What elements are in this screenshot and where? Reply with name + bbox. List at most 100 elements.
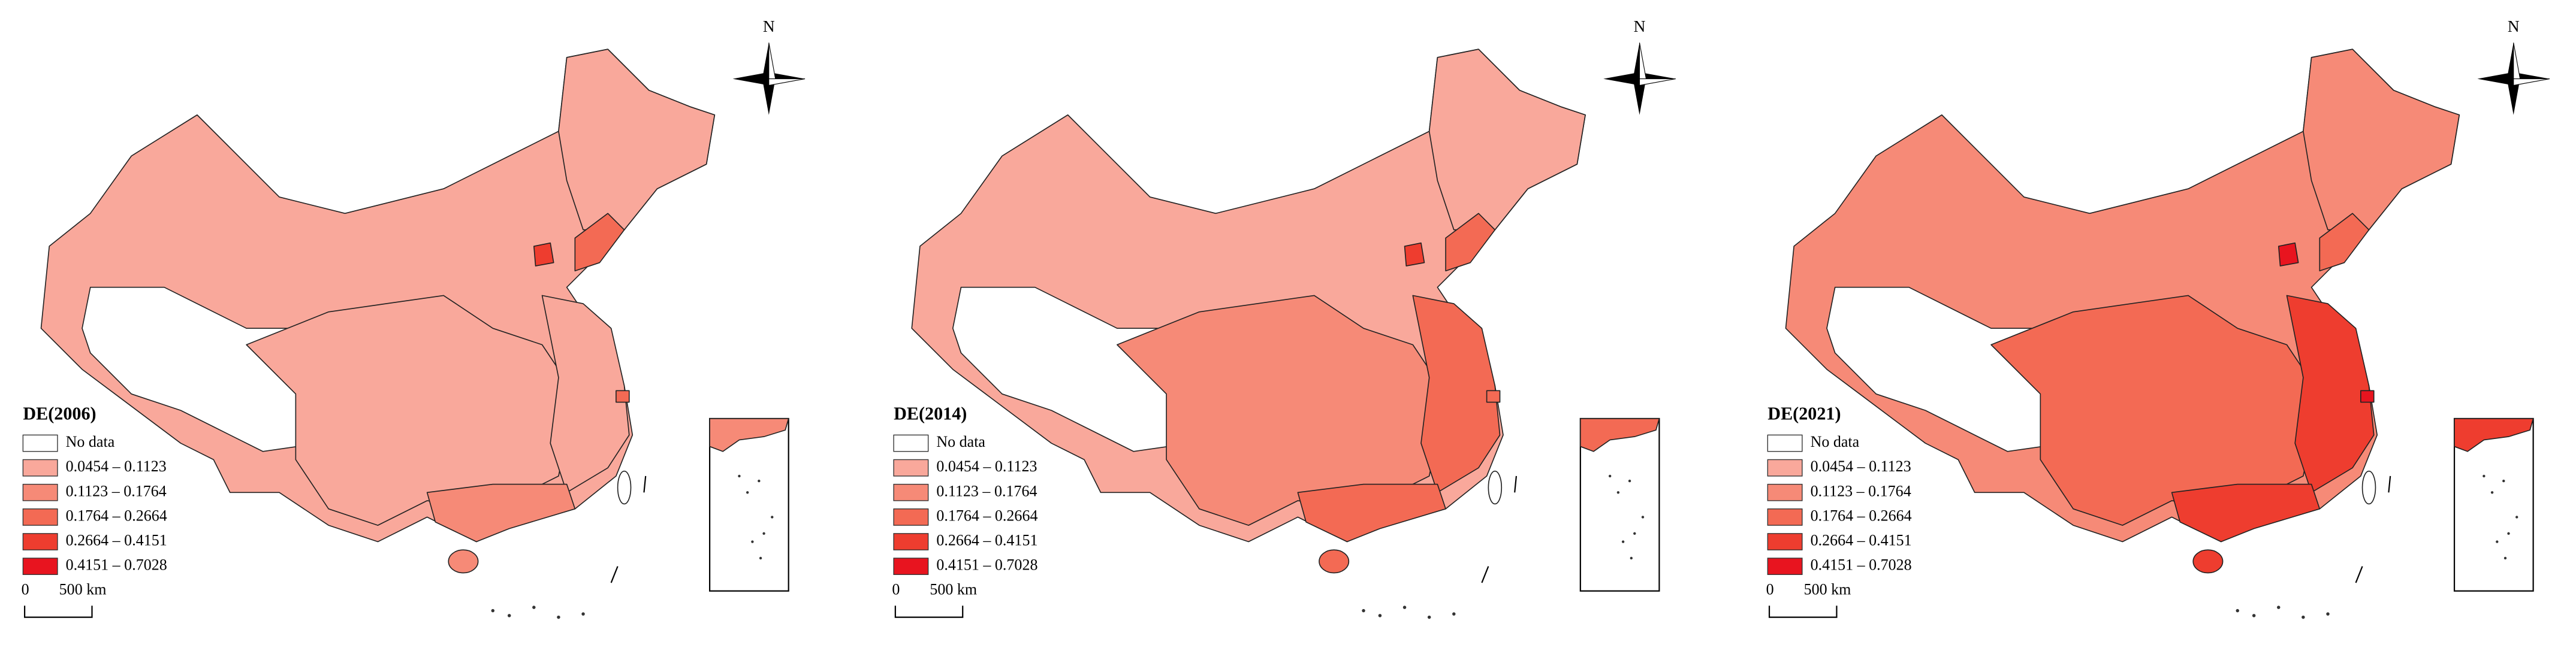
island xyxy=(491,608,495,613)
province-shanghai xyxy=(616,390,630,403)
legend-label: 0.4151 – 0.7028 xyxy=(936,556,1037,574)
legend-label: 0.2664 – 0.4151 xyxy=(1811,531,1912,549)
province-beijing xyxy=(2278,242,2299,267)
nine-dash xyxy=(2355,566,2363,583)
inset-island xyxy=(771,516,774,519)
legend-swatch xyxy=(893,533,929,550)
inset-island xyxy=(751,540,754,543)
legend-swatch xyxy=(22,533,58,550)
legend-swatch xyxy=(1767,558,1803,576)
legend-label: 0.1764 – 0.2664 xyxy=(66,507,167,524)
island xyxy=(1378,614,1382,617)
scale-start: 0 xyxy=(22,581,29,598)
no-data-region xyxy=(1826,286,2074,452)
north-arrow-half xyxy=(2513,43,2521,80)
island xyxy=(1362,608,1365,613)
north-arrow-half xyxy=(2513,78,2550,86)
legend-swatch xyxy=(22,483,58,501)
north-arrow-half xyxy=(768,43,776,80)
inset-island xyxy=(2502,479,2505,483)
province-south xyxy=(2171,483,2321,543)
inset-mainland xyxy=(709,418,789,452)
legend-swatch xyxy=(22,558,58,576)
scale-bar xyxy=(24,605,93,618)
province-south xyxy=(1297,483,1446,543)
nine-dash xyxy=(1514,476,1518,493)
legend-swatch xyxy=(22,508,58,526)
province-beijing xyxy=(533,242,554,267)
legend-label: 0.4151 – 0.7028 xyxy=(1811,556,1912,574)
legend-label: No data xyxy=(936,433,985,450)
island xyxy=(1427,615,1431,619)
inset-island xyxy=(1628,479,1631,483)
north-label: N xyxy=(763,17,775,35)
province-hainan xyxy=(1319,549,1350,574)
legend-label: 0.2664 – 0.4151 xyxy=(66,531,167,549)
inset-mainland xyxy=(2454,418,2534,452)
legend-title: DE(2006) xyxy=(23,403,96,423)
legend-label: 0.0454 – 0.1123 xyxy=(1811,458,1911,475)
province-shanghai xyxy=(1486,390,1501,403)
province-liaoning xyxy=(2319,213,2370,272)
province-taiwan xyxy=(2361,470,2376,505)
map-panel: N DE(2014) No data 0.0454 – 0.1123 0.1123 – … xyxy=(892,17,1676,619)
legend-label: 0.1123 – 0.1764 xyxy=(936,482,1037,499)
north-arrow-half xyxy=(1639,43,1647,80)
province-east xyxy=(2286,295,2375,493)
scale-end: 500 km xyxy=(930,581,977,598)
map-panel: N DE(2021) No data 0.0454 – 0.1123 0.1123 – … xyxy=(1766,17,2550,619)
scale-end: 500 km xyxy=(1804,581,1851,598)
island xyxy=(507,614,511,617)
island xyxy=(581,612,585,616)
island xyxy=(2252,614,2256,617)
island xyxy=(1402,605,1407,609)
province-hainan xyxy=(2192,549,2224,574)
legend-swatch xyxy=(893,483,929,501)
province-northeast xyxy=(558,49,716,231)
legend-swatch xyxy=(893,459,929,477)
province-south xyxy=(426,483,576,543)
legend-swatch xyxy=(893,558,929,576)
scale-bar xyxy=(1768,605,1838,618)
island xyxy=(532,605,536,609)
legend-swatch xyxy=(1767,533,1803,550)
island xyxy=(2326,612,2330,616)
inset-island xyxy=(1633,532,1636,535)
north-arrow-half xyxy=(768,78,806,86)
legend-label: 0.1764 – 0.2664 xyxy=(1811,507,1912,524)
scale-end: 500 km xyxy=(59,581,107,598)
no-data-region xyxy=(82,286,330,452)
legend-label: No data xyxy=(1811,433,1860,450)
legend-swatch xyxy=(22,434,58,452)
legend-swatch xyxy=(893,508,929,526)
north-arrow-half xyxy=(1639,78,1676,86)
island xyxy=(557,615,560,619)
nine-dash xyxy=(643,476,647,493)
province-taiwan xyxy=(617,470,632,505)
nine-dash xyxy=(2388,476,2391,493)
island xyxy=(2301,615,2305,619)
legend-label: 0.1764 – 0.2664 xyxy=(936,507,1037,524)
inset-island xyxy=(762,532,765,535)
nine-dash xyxy=(1481,566,1489,583)
province-east xyxy=(541,295,630,493)
island xyxy=(2236,608,2239,613)
inset-island xyxy=(2507,532,2510,535)
island xyxy=(1452,612,1456,616)
inset-island xyxy=(1621,540,1625,543)
inset-island xyxy=(746,491,749,494)
legend-swatch xyxy=(893,434,929,452)
scale-bar xyxy=(894,605,964,618)
inset-island xyxy=(758,479,761,483)
legend-swatch xyxy=(1767,459,1803,477)
province-liaoning xyxy=(1445,213,1496,272)
province-shanghai xyxy=(2360,390,2375,403)
inset-island xyxy=(2496,540,2499,543)
province-liaoning xyxy=(574,213,625,272)
legend-label: 0.4151 – 0.7028 xyxy=(66,556,167,574)
legend-label: No data xyxy=(66,433,115,450)
inset-island xyxy=(2503,556,2507,560)
inset-island xyxy=(2483,474,2485,478)
